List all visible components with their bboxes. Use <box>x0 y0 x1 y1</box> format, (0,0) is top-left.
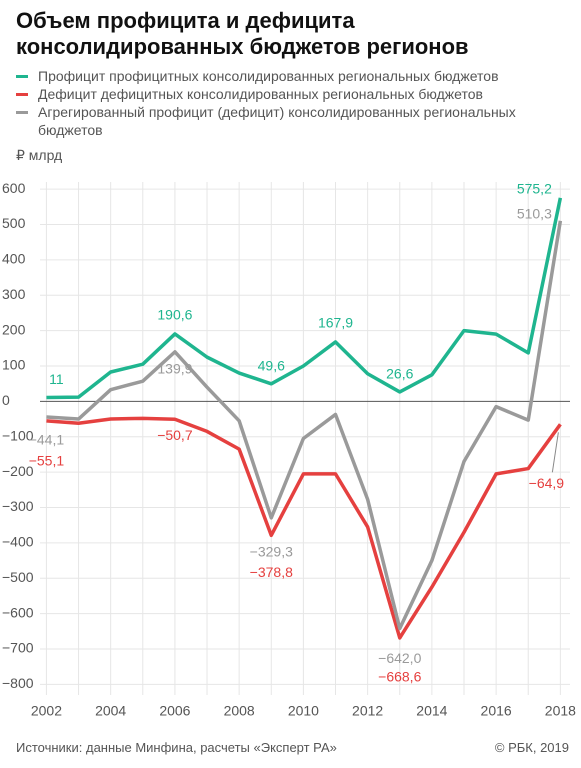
data-label: 49,6 <box>258 358 285 374</box>
legend-swatch <box>16 111 28 114</box>
data-label: −50,7 <box>157 427 193 443</box>
legend-entry: Дефицит дефицитных консолидированных рег… <box>16 85 581 103</box>
copyright: © РБК, 2019 <box>494 740 569 755</box>
data-label: 575,2 <box>517 181 552 197</box>
x-tick-label: 2018 <box>545 703 576 719</box>
data-label: −55,1 <box>29 453 65 469</box>
data-label: −668,6 <box>378 669 421 685</box>
data-label: −378,8 <box>250 564 293 580</box>
y-tick-label: 400 <box>2 251 26 267</box>
y-tick-label: −200 <box>2 463 34 479</box>
legend-entry: Агрегированный профицит (дефицит) консол… <box>16 103 581 139</box>
y-tick-label: −600 <box>2 604 34 620</box>
x-tick-label: 2014 <box>416 703 447 719</box>
y-tick-label: 300 <box>2 286 26 302</box>
y-tick-label: −400 <box>2 534 34 550</box>
legend-label: Дефицит дефицитных консолидированных рег… <box>38 86 483 102</box>
x-tick-label: 2016 <box>481 703 512 719</box>
legend-label: Агрегированный профицит (дефицит) консол… <box>38 104 516 138</box>
data-label: −642,0 <box>378 650 421 666</box>
legend-entry: Профицит профицитных консолидированных р… <box>16 67 581 85</box>
y-tick-label: 500 <box>2 215 26 231</box>
data-label: 190,6 <box>157 307 192 323</box>
label-leader <box>551 432 559 473</box>
data-label: −44,1 <box>29 432 65 448</box>
data-label: −329,3 <box>250 544 293 560</box>
data-label: 510,3 <box>517 206 552 222</box>
y-tick-label: −800 <box>2 675 34 691</box>
y-tick-label: 200 <box>2 321 26 337</box>
data-label: 11 <box>49 371 64 387</box>
x-tick-label: 2010 <box>288 703 319 719</box>
y-tick-label: −100 <box>2 427 34 443</box>
series-line <box>46 197 563 400</box>
data-label: −64,9 <box>529 475 565 491</box>
x-tick-label: 2002 <box>31 703 62 719</box>
x-tick-label: 2004 <box>95 703 126 719</box>
legend-swatch <box>16 93 28 96</box>
x-tick-label: 2008 <box>224 703 255 719</box>
y-tick-label: −500 <box>2 569 34 585</box>
y-tick-label: 0 <box>2 392 10 408</box>
source: Источники: данные Минфина, расчеты «Эксп… <box>16 740 337 755</box>
series-line <box>46 416 562 640</box>
data-label: 167,9 <box>318 315 353 331</box>
y-tick-label: −300 <box>2 498 34 514</box>
y-tick-label: 100 <box>2 357 26 373</box>
legend-label: Профицит профицитных консолидированных р… <box>38 68 499 84</box>
chart-title: Объем профицита и дефицита консолидирова… <box>16 8 469 59</box>
legend-swatch <box>16 75 28 78</box>
legend: Профицит профицитных консолидированных р… <box>16 67 581 139</box>
data-label: 139,9 <box>157 361 192 377</box>
y-tick-label: −700 <box>2 640 34 656</box>
y-unit: ₽ млрд <box>16 147 63 163</box>
series-line <box>46 220 563 631</box>
y-tick-label: 600 <box>2 180 26 196</box>
x-tick-label: 2012 <box>352 703 383 719</box>
x-tick-label: 2006 <box>159 703 190 719</box>
data-label: 26,6 <box>386 366 413 382</box>
